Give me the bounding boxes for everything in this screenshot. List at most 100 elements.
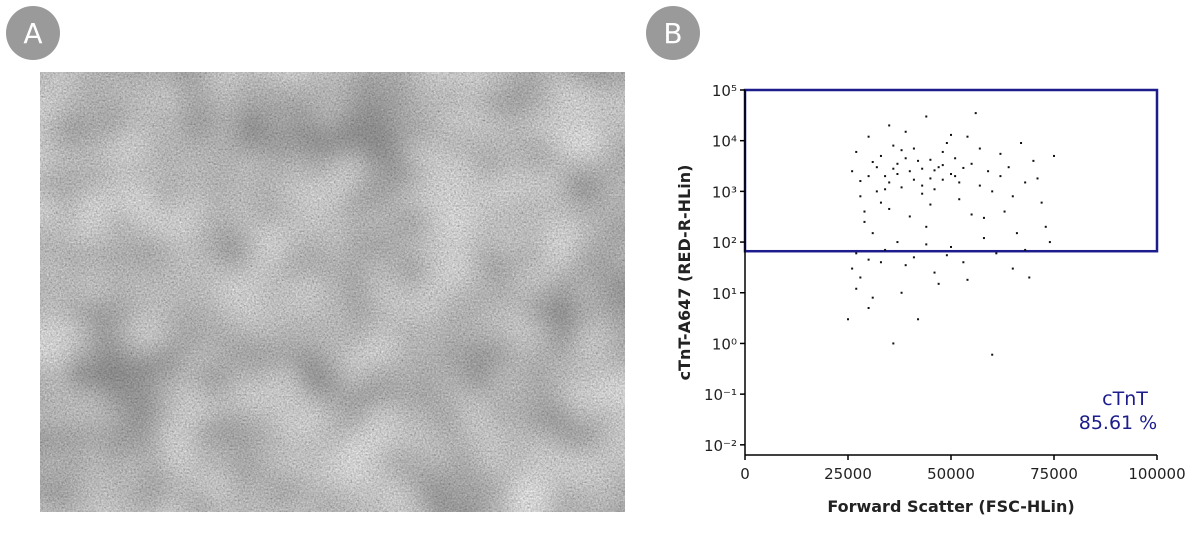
point — [912, 256, 915, 259]
point — [933, 188, 936, 191]
point — [851, 170, 854, 173]
gate — [743, 88, 1159, 253]
point — [929, 158, 932, 161]
point — [917, 159, 920, 162]
point — [884, 175, 887, 178]
point — [982, 216, 985, 219]
point — [900, 149, 903, 152]
point — [912, 178, 915, 181]
point — [995, 252, 998, 255]
y-tick-label: 10⁵ — [712, 82, 737, 100]
point — [941, 150, 944, 153]
point — [1003, 210, 1006, 213]
point — [875, 190, 878, 193]
point — [859, 276, 862, 279]
point — [1028, 276, 1031, 279]
gate-percent: 85.61 % — [1079, 412, 1158, 434]
point — [859, 180, 862, 183]
point — [991, 190, 994, 193]
point — [896, 162, 899, 165]
point — [966, 278, 969, 281]
point — [908, 170, 911, 173]
point — [1020, 142, 1023, 145]
point — [954, 175, 957, 178]
point — [904, 157, 907, 160]
point — [950, 173, 952, 176]
point — [950, 245, 952, 248]
point — [892, 342, 895, 345]
point — [888, 124, 891, 127]
x-tick-label: 75000 — [1030, 465, 1078, 483]
gate-name: cTnT — [1102, 388, 1148, 410]
point — [884, 248, 887, 251]
point — [912, 147, 915, 150]
point — [933, 271, 936, 274]
panel-label: B — [663, 17, 682, 50]
y-tick-label: 10⁻² — [704, 437, 737, 455]
point — [1024, 248, 1027, 251]
micrograph — [40, 72, 625, 512]
point — [1048, 241, 1051, 244]
x-tick-label: 0 — [740, 465, 750, 483]
point — [982, 237, 985, 240]
point — [871, 296, 874, 299]
y-tick-label: 10⁰ — [712, 335, 737, 353]
point — [867, 175, 870, 178]
panel-badge — [646, 6, 700, 60]
point — [1011, 195, 1014, 198]
y-axis-label: cTnT-A647 (RED-R-HLin) — [675, 165, 694, 381]
point — [892, 167, 895, 170]
point — [855, 287, 858, 290]
point — [925, 243, 928, 246]
x-tick-label: 25000 — [824, 465, 872, 483]
point — [999, 175, 1002, 178]
point — [1024, 181, 1027, 184]
point — [855, 150, 858, 153]
point — [892, 144, 895, 147]
point — [908, 215, 911, 218]
point — [921, 167, 924, 170]
point — [1044, 225, 1047, 228]
point — [978, 184, 981, 187]
point — [945, 142, 948, 145]
point — [904, 130, 907, 133]
point — [970, 162, 973, 165]
point — [871, 160, 874, 163]
point — [884, 188, 887, 191]
point — [925, 115, 928, 118]
point — [945, 254, 948, 257]
point — [900, 186, 903, 189]
point — [1032, 159, 1035, 162]
point — [1011, 267, 1014, 270]
point — [958, 198, 961, 201]
point — [896, 241, 899, 244]
point — [991, 353, 994, 356]
point — [966, 135, 969, 138]
point — [867, 258, 870, 261]
point — [888, 207, 891, 210]
point — [879, 261, 882, 264]
point — [937, 166, 940, 169]
point — [1036, 177, 1039, 180]
point — [851, 267, 854, 270]
point — [962, 261, 965, 264]
point — [900, 291, 903, 294]
point — [970, 213, 973, 216]
scatter-plot: 0 25000 50000 75000 100000 10⁻² 10⁻¹ 10⁰ 10¹ 10² 1… — [675, 82, 1186, 516]
point — [917, 318, 920, 321]
x-tick-label: 100000 — [1128, 465, 1185, 483]
point — [937, 282, 940, 285]
point — [929, 177, 932, 180]
panel-badge — [6, 6, 60, 60]
y-tick-label: 10² — [712, 234, 737, 252]
point — [863, 220, 866, 223]
point — [847, 318, 849, 321]
point — [933, 169, 936, 172]
point — [987, 170, 990, 173]
point — [929, 203, 932, 206]
point — [871, 232, 874, 235]
point — [999, 152, 1002, 155]
point — [1053, 154, 1055, 157]
